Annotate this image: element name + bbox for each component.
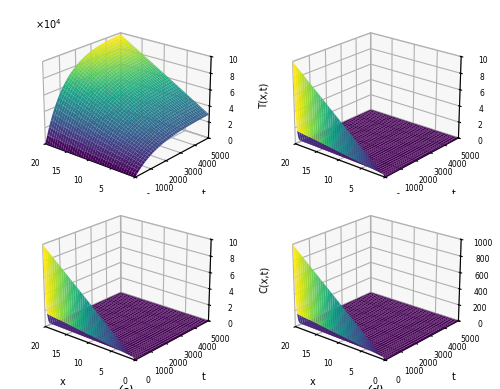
Text: (b): (b) [366, 202, 384, 215]
X-axis label: x: x [60, 377, 66, 387]
Text: $\times10^4$: $\times10^4$ [36, 17, 62, 31]
Y-axis label: t: t [202, 372, 205, 382]
Text: (c): (c) [116, 385, 134, 389]
Text: (a): (a) [116, 202, 134, 215]
Y-axis label: t: t [452, 372, 456, 382]
Y-axis label: t: t [202, 189, 205, 199]
X-axis label: x: x [60, 194, 66, 205]
Y-axis label: t: t [452, 189, 456, 199]
Text: (d): (d) [366, 385, 384, 389]
X-axis label: x: x [310, 194, 316, 205]
X-axis label: x: x [310, 377, 316, 387]
